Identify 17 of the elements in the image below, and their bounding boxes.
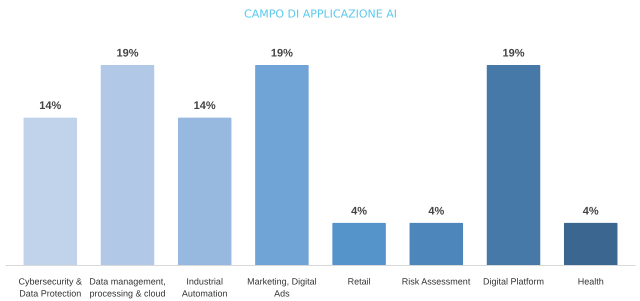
data-label: 19% (502, 48, 525, 60)
data-label: 19% (270, 48, 294, 60)
data-label: 4% (582, 205, 599, 218)
x-tick-label: Health (578, 276, 604, 286)
data-label: 4% (428, 205, 444, 218)
x-tick-label: Risk Assessment (402, 276, 471, 286)
x-tick-label: Industrial Automation (182, 276, 228, 298)
x-tick-label: Retail (348, 276, 371, 286)
data-label: 14% (39, 100, 62, 112)
data-label: 14% (194, 100, 216, 112)
x-tick-label: Digital Platform (483, 276, 544, 286)
chart-title: CAMPO DI APPLICAZIONE AI (244, 8, 397, 20)
x-tick-label: Cybersecurity & Data Protection (18, 276, 82, 298)
x-tick-label: Data management, processing & cloud (89, 276, 166, 298)
x-tick-label: Marketing, Digital Ads (247, 276, 317, 298)
data-label: 19% (116, 48, 139, 60)
data-label: 4% (351, 205, 368, 218)
